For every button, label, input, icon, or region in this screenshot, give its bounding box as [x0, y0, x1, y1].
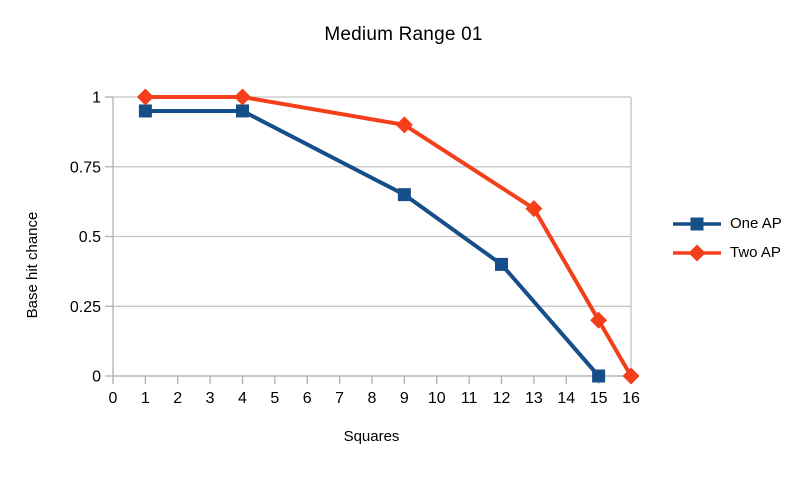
- legend-marker-square: [690, 217, 704, 230]
- marker-diamond-two-ap: [525, 200, 543, 218]
- legend-item-one-ap: One AP: [672, 209, 782, 238]
- x-tick-label: 8: [368, 390, 377, 407]
- x-tick-label: 13: [525, 390, 543, 407]
- legend-item-two-ap: Two AP: [672, 238, 782, 267]
- x-tick-label: 3: [206, 390, 215, 407]
- series-line-one-ap: [145, 108, 601, 378]
- x-tick-label: 14: [557, 390, 575, 407]
- y-axis-title: Base hit chance: [24, 211, 41, 319]
- marker-square-one-ap: [236, 104, 249, 118]
- x-tick-label: 15: [590, 390, 608, 407]
- x-tick-label: 16: [622, 390, 640, 407]
- legend-marker-diamond: [688, 244, 706, 261]
- x-tick-label: 0: [109, 390, 118, 407]
- y-tick-label: 0.5: [79, 229, 101, 246]
- x-tick-label: 4: [238, 390, 247, 407]
- marker-diamond-two-ap: [234, 88, 251, 106]
- y-tick-label: 0: [92, 369, 101, 386]
- x-tick-label: 11: [461, 390, 478, 407]
- series-line-two-ap: [145, 95, 633, 378]
- marker-square-one-ap: [592, 369, 606, 383]
- x-tick-label: 5: [270, 390, 279, 407]
- legend-key-two-ap: [673, 244, 721, 261]
- y-tick-label: 1: [92, 90, 101, 107]
- legend: One AP Two AP: [672, 209, 782, 267]
- series-one-ap: [138, 104, 606, 383]
- series-two-ap: [136, 88, 640, 385]
- x-tick-label: 6: [303, 390, 312, 407]
- chart-title: Medium Range 01: [324, 24, 483, 45]
- x-tick-label: 12: [493, 390, 511, 407]
- marker-diamond-two-ap: [395, 116, 413, 134]
- y-tick-label: 0.75: [70, 159, 101, 176]
- marker-diamond-two-ap: [136, 88, 154, 106]
- x-tick-label: 9: [400, 390, 409, 407]
- marker-square-one-ap: [397, 188, 411, 202]
- marker-diamond-two-ap: [622, 367, 640, 385]
- legend-label-two-ap: Two AP: [730, 244, 781, 261]
- legend-label-one-ap: One AP: [730, 215, 782, 232]
- x-tick-label: 1: [141, 390, 150, 407]
- x-tick-label: 2: [173, 390, 182, 407]
- marker-diamond-two-ap: [590, 311, 608, 329]
- marker-square-one-ap: [495, 257, 508, 271]
- y-tick-label: 0.25: [70, 299, 101, 316]
- x-tick-label: 7: [335, 390, 344, 407]
- marker-square-one-ap: [138, 104, 152, 118]
- x-tick-label: 10: [428, 390, 446, 407]
- x-axis-title: Squares: [343, 428, 400, 445]
- legend-key-one-ap: [673, 217, 721, 230]
